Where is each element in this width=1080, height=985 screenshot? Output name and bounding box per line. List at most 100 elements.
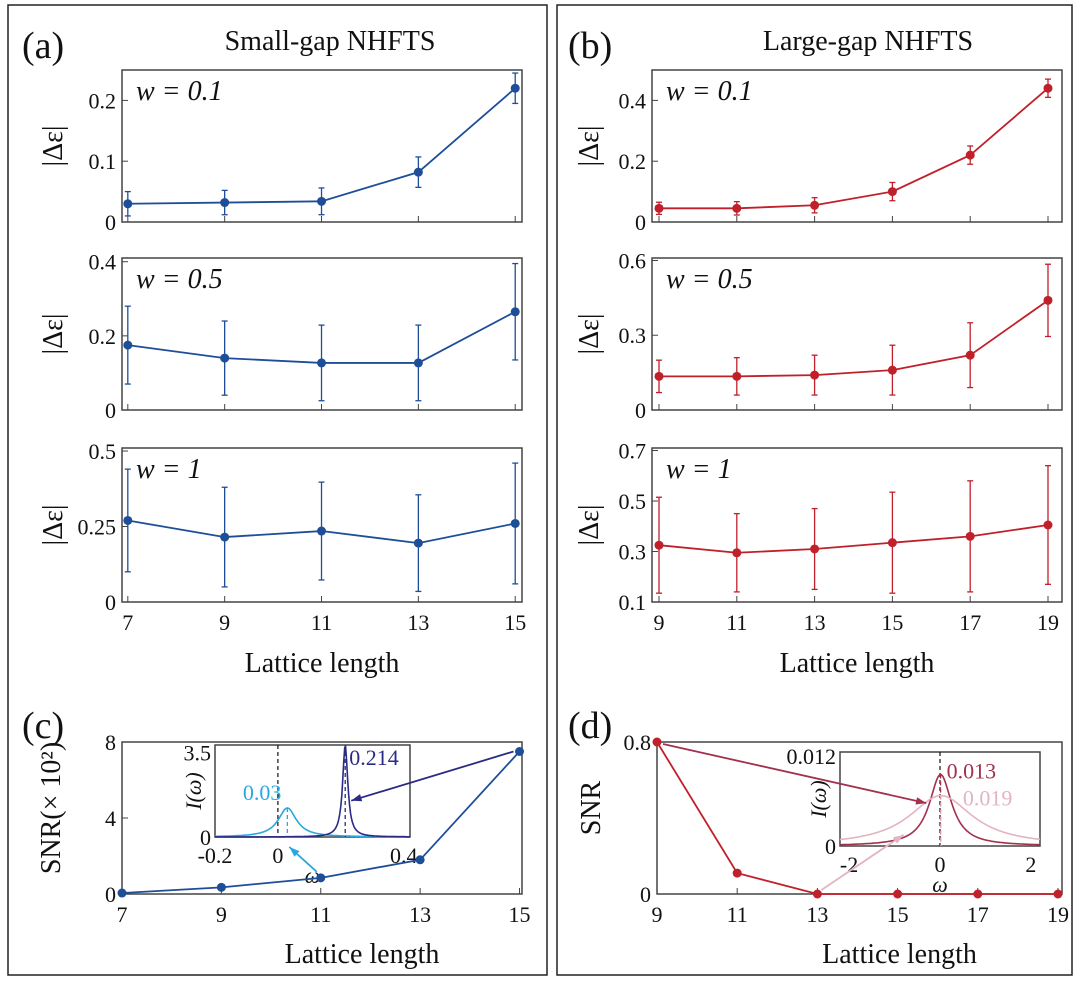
panel-title: Large-gap NHFTS: [763, 26, 973, 57]
x-tick-label: 15: [881, 610, 903, 635]
peak-annotation: 0.214: [349, 745, 399, 770]
data-point: [316, 873, 326, 883]
x-tick-label: 9: [219, 610, 230, 635]
x-tick-label: 15: [509, 902, 531, 927]
x-tick-label: 9: [216, 902, 227, 927]
w-label: w = 1: [136, 454, 202, 485]
y-tick-label: 0: [640, 882, 651, 907]
inset-x-tick-label: -0.2: [198, 843, 233, 868]
arrow-head: [289, 847, 300, 857]
x-tick-label: 7: [122, 610, 133, 635]
x-tick-label: 19: [1047, 902, 1069, 927]
data-point: [413, 167, 423, 177]
inset-y-tick-label: 3.5: [184, 740, 212, 765]
inset-x-tick-label: 2: [1025, 852, 1036, 877]
peak-annotation: 0.013: [947, 759, 997, 784]
x-axis-label: Lattice length: [822, 939, 977, 970]
data-point: [652, 737, 662, 747]
w-label: w = 1: [666, 454, 732, 485]
y-axis-label: |Δε|: [38, 126, 69, 167]
data-point: [810, 370, 820, 380]
y-tick-label: 0.8: [624, 730, 652, 755]
panel-title: Small-gap NHFTS: [225, 26, 436, 57]
peak-annotation: 0.019: [963, 786, 1013, 811]
y-tick-label: 0.7: [619, 439, 647, 464]
x-tick-label: 19: [1037, 610, 1059, 635]
x-tick-label: 11: [727, 902, 748, 927]
y-axis-label: |Δε|: [574, 505, 605, 546]
inset-y-tick-label: 0.012: [787, 744, 837, 769]
data-point: [510, 83, 520, 93]
inset-curve: [839, 794, 1041, 841]
x-tick-label: 17: [967, 902, 989, 927]
y-axis-label: SNR(× 10²): [36, 742, 67, 874]
data-point: [887, 365, 897, 375]
data-point: [317, 196, 327, 206]
inset-x-tick-label: 0: [935, 852, 946, 877]
arrow-head: [351, 794, 363, 802]
data-point: [654, 371, 664, 381]
inset-x-tick-label: -2: [840, 852, 858, 877]
y-tick-label: 0: [105, 210, 116, 235]
x-tick-label: 13: [409, 902, 431, 927]
y-tick-label: 0.2: [89, 324, 117, 349]
data-point: [654, 540, 664, 550]
w-label: w = 0.1: [666, 76, 753, 107]
annotation-arrow: [350, 750, 514, 802]
data-point: [515, 747, 525, 756]
data-point: [413, 358, 423, 368]
data-point: [732, 548, 742, 558]
y-tick-label: 4: [105, 806, 116, 831]
y-tick-label: 0.4: [89, 250, 117, 275]
data-point: [812, 889, 822, 899]
inset-y-label: I(ω): [181, 772, 206, 811]
y-axis-label: |Δε|: [574, 314, 605, 355]
data-point: [893, 889, 903, 899]
data-point: [123, 199, 133, 209]
w-label: w = 0.1: [136, 76, 223, 107]
data-point: [317, 358, 327, 368]
x-tick-label: 11: [311, 610, 332, 635]
y-tick-label: 0.5: [619, 489, 647, 514]
data-point: [1043, 83, 1053, 93]
y-axis-label: SNR: [576, 780, 607, 835]
data-point: [973, 889, 983, 899]
inset-y-tick-label: 0: [200, 825, 211, 850]
inset-y-label: I(ω): [806, 780, 831, 819]
x-tick-label: 11: [726, 610, 747, 635]
data-point: [415, 855, 425, 865]
y-axis-label: |Δε|: [38, 314, 69, 355]
y-tick-label: 0: [635, 210, 646, 235]
y-tick-label: 0: [635, 398, 646, 423]
data-point: [965, 531, 975, 541]
panel-label: (b): [568, 25, 612, 67]
x-tick-label: 15: [887, 902, 909, 927]
y-tick-label: 0.25: [78, 515, 117, 540]
data-point: [220, 198, 230, 208]
data-point: [220, 353, 230, 363]
panel-label: (d): [568, 705, 612, 747]
inset-x-label: ω: [932, 872, 948, 897]
data-point: [654, 203, 664, 213]
data-point: [810, 544, 820, 554]
subplot-axes: [651, 69, 1063, 223]
data-point: [887, 538, 897, 548]
data-point: [1053, 889, 1063, 899]
annotation-arrow: [820, 833, 905, 891]
data-point: [965, 150, 975, 160]
panel-border-left: [7, 4, 548, 976]
x-axis-label: Lattice length: [780, 648, 935, 679]
y-tick-label: 0: [105, 398, 116, 423]
data-point: [510, 518, 520, 528]
subplot-axes: [651, 257, 1063, 411]
y-tick-label: 0: [105, 882, 116, 907]
x-tick-label: 13: [806, 902, 828, 927]
x-axis-label: Lattice length: [285, 939, 440, 970]
y-axis-label: |Δε|: [38, 505, 69, 546]
data-point: [965, 350, 975, 360]
data-point: [732, 203, 742, 213]
data-point: [123, 340, 133, 350]
y-tick-label: 0.1: [619, 590, 647, 615]
panel-border-right: [556, 4, 1073, 976]
data-point: [317, 526, 327, 536]
